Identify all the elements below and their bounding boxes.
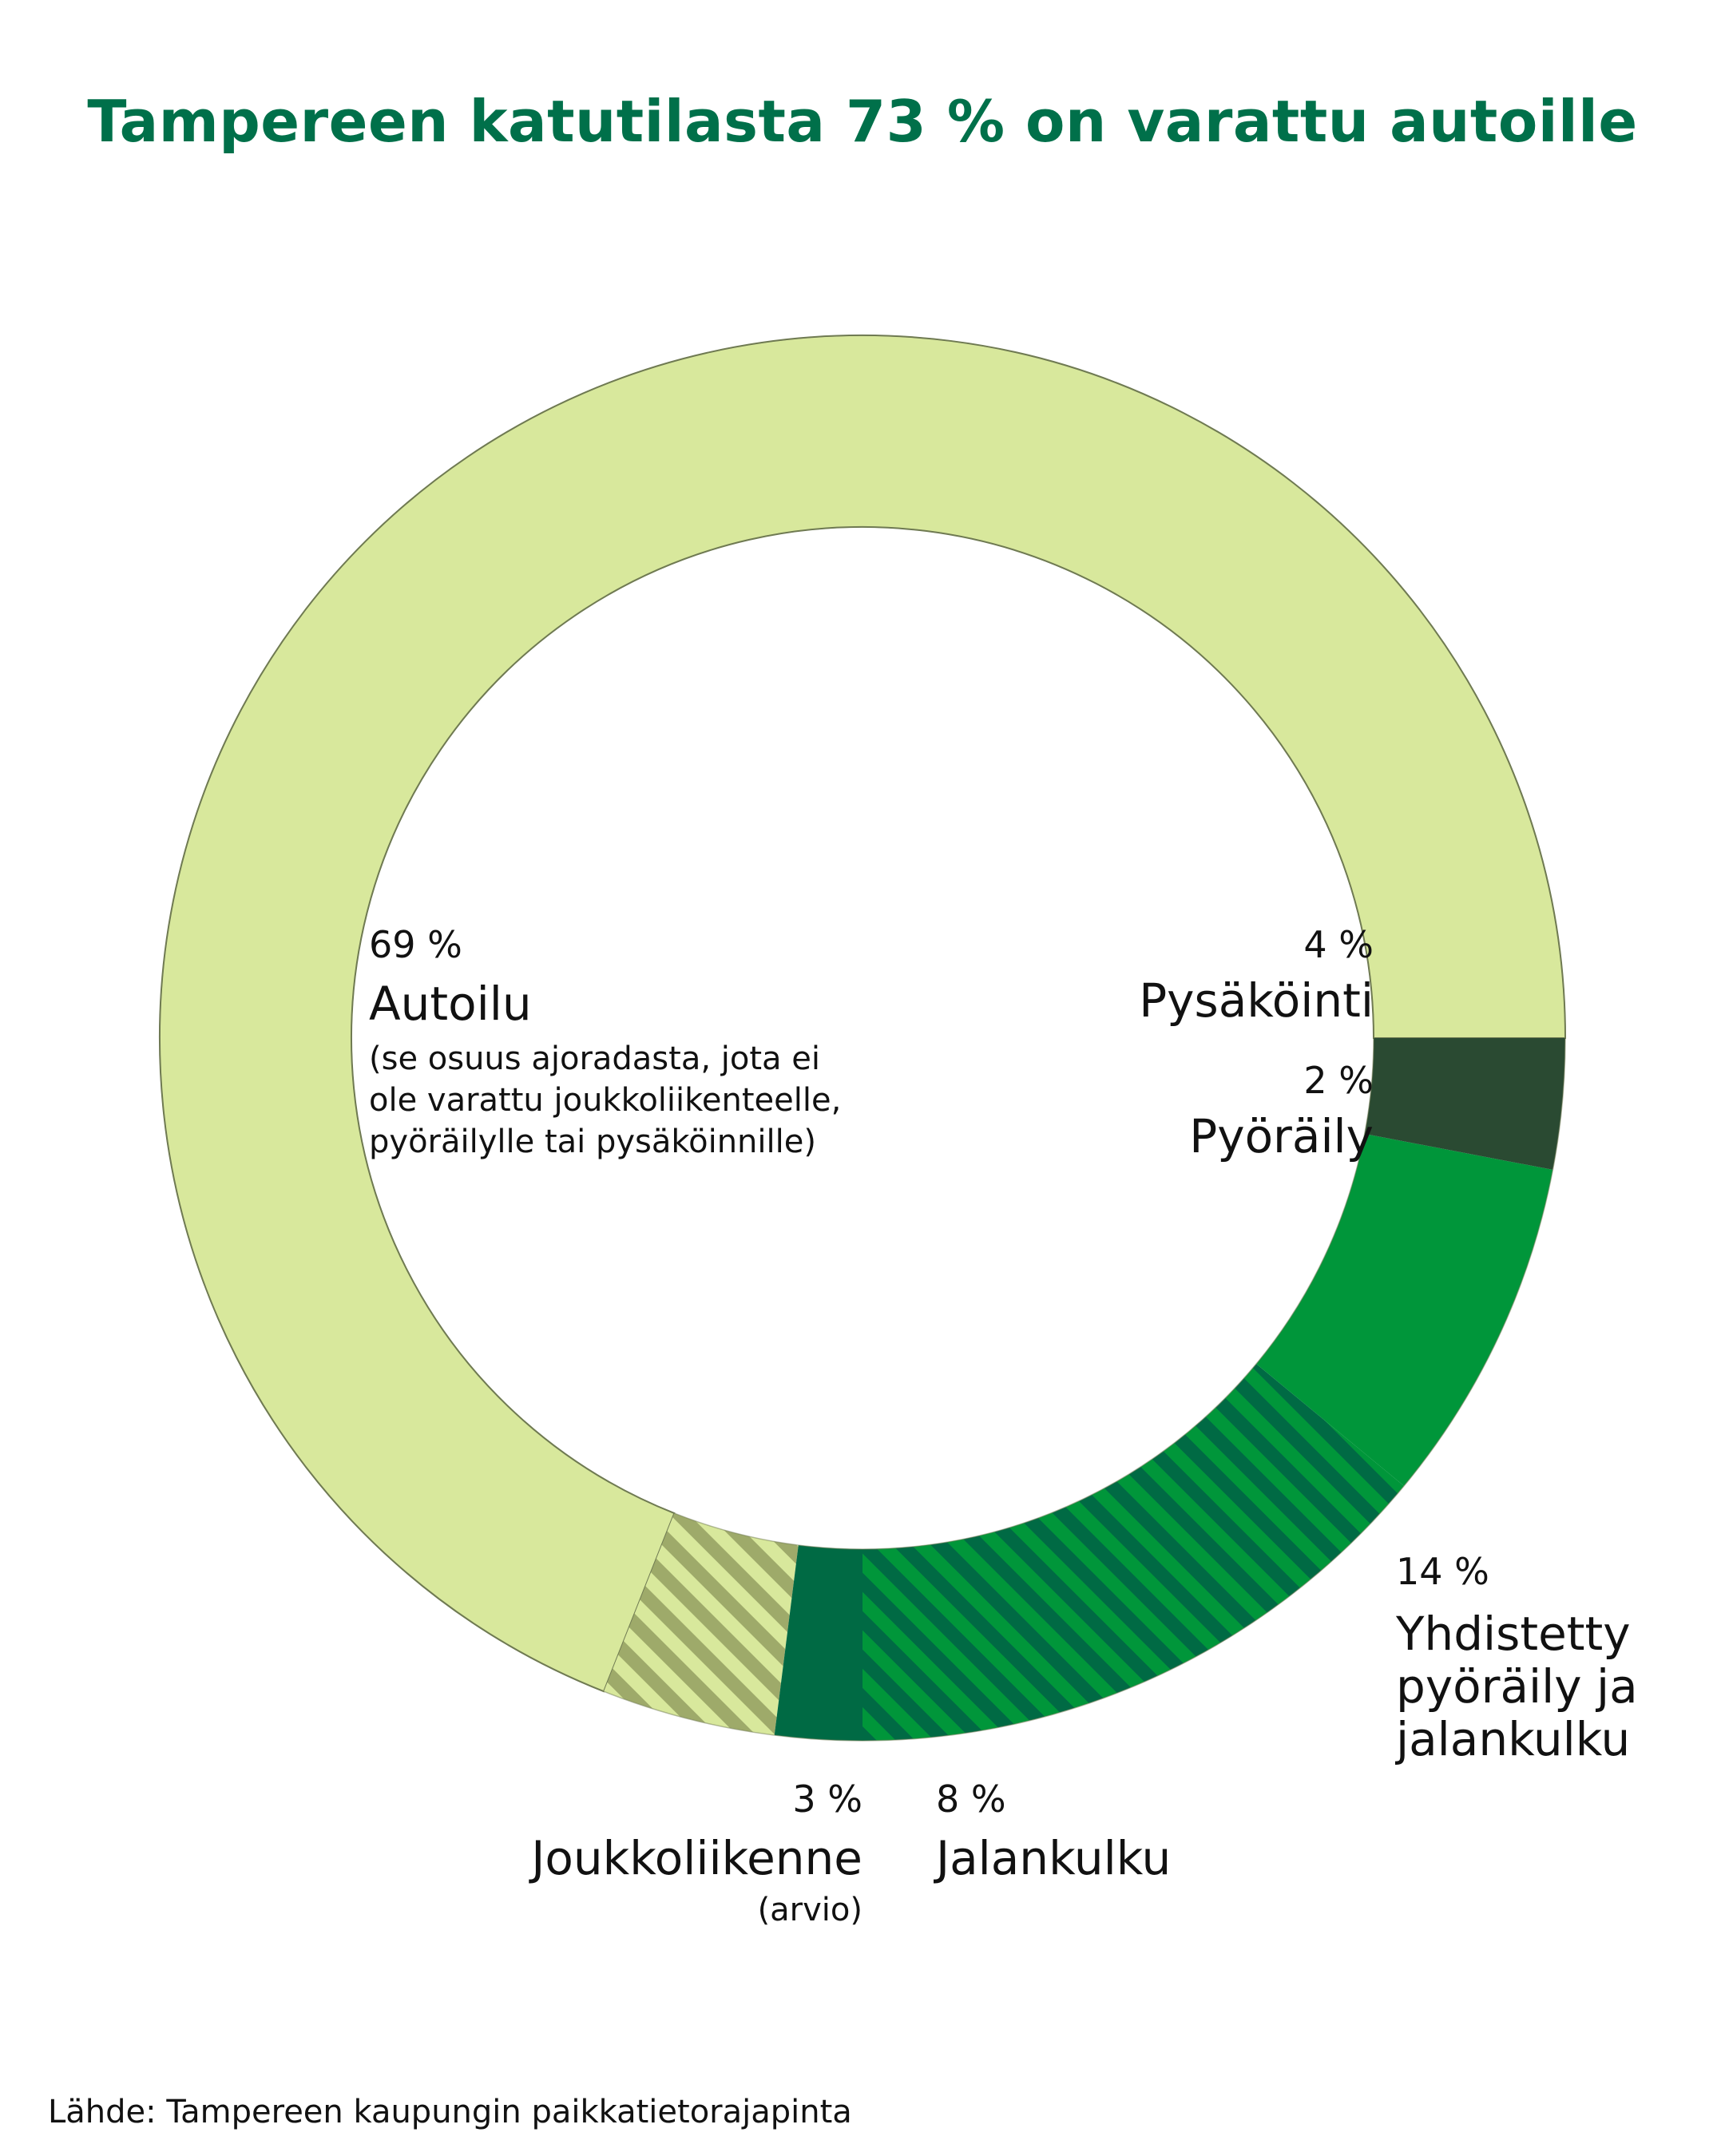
label-pyoraily-percent: 2 %: [1303, 1059, 1374, 1102]
label-pysakointi: 4 % Pysäköinti: [1139, 926, 1374, 1024]
chart-title: Tampereen katutilasta 73 % on varattu au…: [87, 88, 1638, 155]
slice-pyoraily: [774, 1544, 862, 1741]
label-yhdistetty-name: Yhdistetty pyöräily ja jalankulku: [1396, 1607, 1638, 1766]
ring-outer-outline: [159, 335, 1566, 1742]
slice-pysakointi: [604, 1513, 799, 1736]
label-joukkoliikenne-percent: 3 %: [792, 1778, 862, 1821]
slice-yhdistetty: [862, 1363, 1405, 1741]
label-yhdistetty-name-line: Yhdistetty: [1396, 1607, 1631, 1661]
slice-jalankulku: [1256, 1133, 1553, 1486]
label-joukkoliikenne-name: Joukkoliikenne: [531, 1831, 862, 1885]
slices-layer: [159, 335, 1567, 1742]
label-autoilu-note-line: (se osuus ajoradasta, jota ei: [369, 1040, 820, 1077]
label-yhdistetty: 14 % Yhdistetty pyöräily ja jalankulku: [1396, 1553, 1638, 1766]
label-pyoraily: 2 % Pyöräily: [1189, 1062, 1374, 1159]
label-yhdistetty-name-line: pyöräily ja: [1396, 1659, 1638, 1714]
label-jalankulku-percent: 8 %: [936, 1778, 1006, 1821]
label-pysakointi-name: Pysäköinti: [1139, 973, 1374, 1028]
label-autoilu-note-line: ole varattu joukkoliikenteelle,: [369, 1082, 842, 1119]
label-joukkoliikenne-note: (arvio): [757, 1892, 862, 1928]
label-autoilu: 69 % Autoilu (se osuus ajoradasta, jota …: [369, 926, 841, 1163]
slice-joukkoliikenne: [1364, 1038, 1565, 1170]
ring-inner-outline: [351, 526, 1374, 1550]
label-pysakointi-percent: 4 %: [1303, 923, 1374, 966]
label-joukkoliikenne: 3 % Joukkoliikenne (arvio): [531, 1781, 862, 1931]
label-jalankulku: 8 % Jalankulku: [936, 1781, 1171, 1881]
label-yhdistetty-percent: 14 %: [1396, 1550, 1489, 1593]
label-autoilu-note-line: pyöräilylle tai pysäköinnille): [369, 1124, 816, 1160]
label-autoilu-percent: 69 %: [369, 923, 462, 966]
source-note: Lähde: Tampereen kaupungin paikkatietora…: [48, 2094, 852, 2130]
label-yhdistetty-name-line: jalankulku: [1396, 1712, 1631, 1767]
label-autoilu-name: Autoilu: [369, 977, 532, 1031]
label-jalankulku-name: Jalankulku: [936, 1831, 1172, 1885]
label-pyoraily-name: Pyöräily: [1189, 1109, 1374, 1163]
label-autoilu-note: (se osuus ajoradasta, jota ei ole varatt…: [369, 1038, 841, 1163]
